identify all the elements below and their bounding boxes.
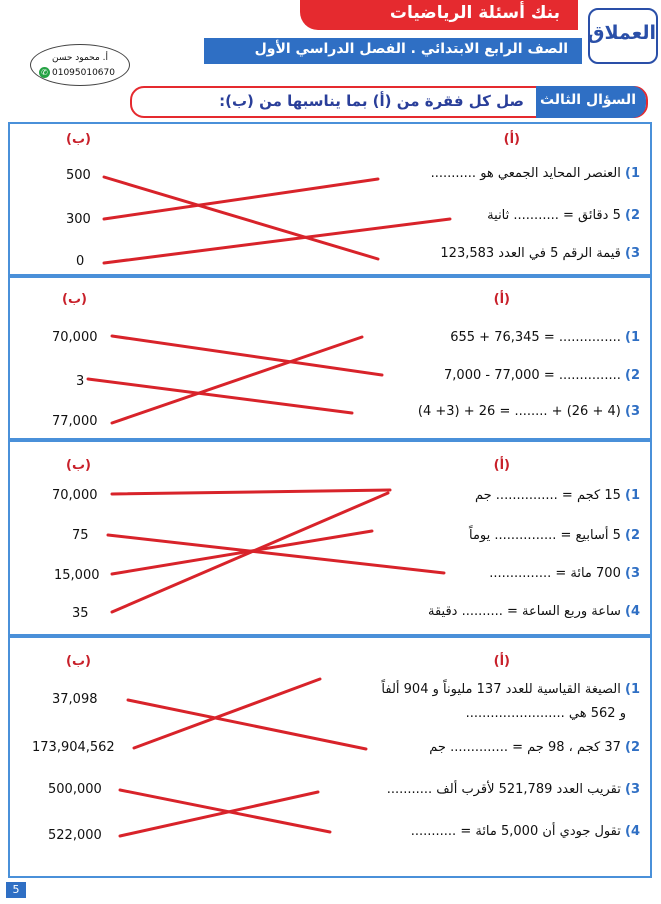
question-header: السؤال الثالث صل كل فقرة من (أ) بما يناس… (130, 86, 648, 118)
title-banner: بنك أسئلة الرياضيات (300, 0, 578, 30)
connector-line (86, 377, 354, 415)
matching-item-3: 3) قيمة الرقم 5 في العدد 123,583 (440, 246, 640, 261)
answer-option: 75 (72, 528, 89, 543)
column-b-header: (ب) (66, 132, 91, 147)
column-b-header: (ب) (62, 292, 87, 307)
answer-option: 70,000 (52, 488, 98, 503)
answer-option: 300 (66, 212, 91, 227)
logo-text: العملاق (587, 22, 656, 44)
column-b-header: (ب) (66, 654, 91, 669)
answer-option: 3 (76, 374, 85, 389)
author-phone-row: ✆ 01095010670 (39, 67, 115, 78)
connector-line (110, 488, 392, 496)
matching-item-3: 3) 700 مائة = ............... (489, 566, 640, 581)
question-label: السؤال الثالث (539, 92, 636, 108)
matching-item-1-cont: و 562 هي ........................ (465, 706, 626, 721)
connector-line (110, 335, 364, 425)
answer-option: 37,098 (52, 692, 98, 707)
answer-option: 15,000 (54, 568, 100, 583)
question-label-tab: السؤال الثالث (536, 86, 646, 118)
matching-item-1: 1) 15 كجم = ............... جم (474, 488, 640, 503)
matching-item-1: 1) العنصر المحايد الجمعي هو ........... (430, 166, 640, 181)
matching-item-2: 2) 5 دقائق = ........... ثانية (487, 208, 640, 223)
answer-option: 0 (76, 254, 85, 269)
connector-line (110, 334, 384, 377)
author-badge: أ. محمود حسن ✆ 01095010670 (30, 44, 130, 86)
matching-section-1: (أ) (ب) 1) العنصر المحايد الجمعي هو ....… (8, 122, 652, 278)
answer-option: 500,000 (48, 782, 102, 797)
answer-option: 522,000 (48, 828, 102, 843)
grade-line: الصف الرابع الابتدائي . الفصل الدراسي ال… (254, 41, 568, 57)
answer-option: 173,904,562 (32, 740, 115, 755)
grade-bar: الصف الرابع الابتدائي . الفصل الدراسي ال… (204, 38, 582, 64)
author-phone: 01095010670 (52, 68, 115, 78)
answer-option: 500 (66, 168, 91, 183)
connector-line (102, 217, 452, 265)
column-a-header: (أ) (493, 458, 510, 473)
connector-line (110, 529, 374, 576)
matching-item-3: 3) (4 + 26) + ........ = 26 + (3+ 4) (417, 404, 640, 419)
connector-line (102, 177, 380, 221)
answer-option: 70,000 (52, 330, 98, 345)
matching-item-2: 2) 37 كجم ، 98 جم = .............. جم (429, 740, 640, 755)
whatsapp-icon: ✆ (39, 67, 50, 78)
connector-line (126, 698, 368, 751)
matching-item-2: 2) ............... = 77,000 - 7,000 (444, 368, 640, 383)
matching-item-2: 2) 5 أسابيع = ............... يوماً (468, 528, 640, 543)
answer-option: 35 (72, 606, 89, 621)
logo: العملاق (587, 8, 658, 64)
page-number: 5 (6, 882, 26, 898)
matching-item-3: 3) تقريب العدد 521,789 لأقرب ألف .......… (386, 782, 640, 797)
connector-line (118, 788, 332, 834)
question-text: صل كل فقرة من (أ) بما يناسبها من (ب): (219, 92, 524, 110)
column-a-header: (أ) (503, 132, 520, 147)
column-b-header: (ب) (66, 458, 91, 473)
author-name: أ. محمود حسن (51, 53, 109, 63)
matching-section-2: (أ) (ب) 1) ............... = 76,345 + 65… (8, 274, 652, 442)
connector-line (106, 533, 446, 575)
matching-item-1: 1) الصيغة القياسية للعدد 137 مليوناً و 9… (381, 682, 640, 697)
connector-line (110, 491, 390, 614)
matching-item-4: 4) تقول جودي أن 5,000 مائة = ........... (410, 824, 640, 839)
bank-title: بنك أسئلة الرياضيات (389, 3, 560, 23)
connector-line (132, 677, 322, 750)
matching-item-4: 4) ساعة وربع الساعة = .......... دقيقة (427, 604, 640, 619)
column-a-header: (أ) (493, 654, 510, 669)
connector-line (118, 790, 320, 838)
column-a-header: (أ) (493, 292, 510, 307)
matching-section-3: (أ) (ب) 1) 15 كجم = ............... جم 2… (8, 438, 652, 638)
matching-item-1: 1) ............... = 76,345 + 655 (450, 330, 640, 345)
answer-option: 77,000 (52, 414, 98, 429)
matching-section-4: (أ) (ب) 1) الصيغة القياسية للعدد 137 ملي… (8, 634, 652, 878)
connector-line (102, 175, 380, 261)
